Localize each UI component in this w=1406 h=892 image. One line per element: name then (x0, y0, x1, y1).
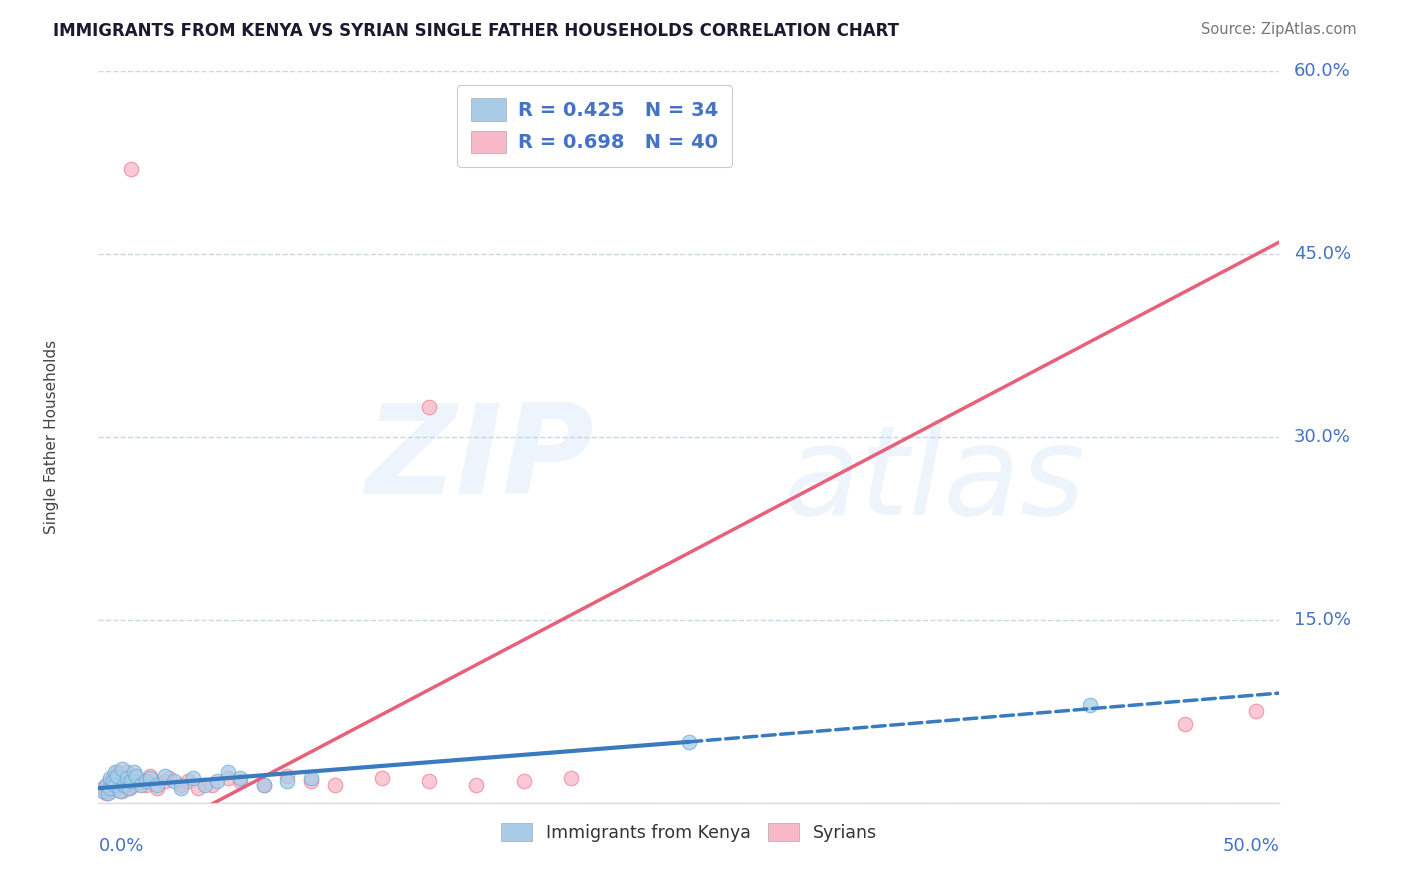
Point (153, 773, 176, 788)
Point (125, 769, 148, 783)
Point (153, 769, 176, 783)
Point (177, 773, 200, 788)
Point (94, 778, 117, 792)
Point (98, 772, 121, 786)
Text: 45.0%: 45.0% (1294, 245, 1351, 263)
Text: 50.0%: 50.0% (1223, 837, 1279, 855)
Point (101, 772, 124, 786)
Text: ZIP: ZIP (366, 399, 595, 519)
Point (135, 773, 157, 788)
Point (512, 773, 534, 788)
Point (170, 778, 193, 792)
Point (217, 772, 239, 786)
Point (163, 773, 186, 788)
Point (157, 772, 180, 786)
Point (111, 762, 134, 776)
Point (170, 781, 193, 796)
Point (108, 778, 131, 792)
Point (229, 772, 252, 786)
Point (125, 772, 148, 786)
Text: Single Father Households: Single Father Households (44, 340, 59, 534)
Point (560, 772, 582, 786)
Point (139, 772, 162, 786)
Point (105, 769, 128, 783)
Point (253, 778, 276, 792)
Point (108, 783, 131, 797)
Point (1174, 716, 1197, 731)
Point (122, 765, 145, 780)
Point (129, 778, 152, 792)
Point (112, 778, 135, 792)
Text: Source: ZipAtlas.com: Source: ZipAtlas.com (1201, 22, 1357, 37)
Point (118, 781, 141, 796)
Point (187, 781, 209, 796)
Point (371, 772, 394, 786)
Point (104, 781, 127, 796)
Point (253, 778, 276, 792)
Point (1080, 698, 1102, 713)
Text: 30.0%: 30.0% (1294, 428, 1351, 446)
Point (276, 769, 298, 783)
Point (217, 765, 239, 780)
Point (299, 773, 322, 788)
Point (121, 773, 143, 788)
Point (465, 778, 488, 792)
Text: IMMIGRANTS FROM KENYA VS SYRIAN SINGLE FATHER HOUSEHOLDS CORRELATION CHART: IMMIGRANTS FROM KENYA VS SYRIAN SINGLE F… (53, 22, 900, 40)
Point (418, 773, 440, 788)
Point (299, 772, 322, 786)
Point (115, 772, 138, 786)
Point (1244, 705, 1267, 719)
Text: 15.0%: 15.0% (1294, 611, 1351, 629)
Point (194, 778, 217, 792)
Point (139, 769, 162, 783)
Point (146, 778, 169, 792)
Point (112, 773, 135, 788)
Point (98, 783, 121, 797)
Point (97, 778, 120, 792)
Point (205, 773, 228, 788)
Point (91, 783, 114, 797)
Point (104, 765, 127, 780)
Point (111, 783, 134, 797)
Point (98, 781, 121, 796)
Text: atlas: atlas (783, 420, 1085, 541)
Legend: Immigrants from Kenya, Syrians: Immigrants from Kenya, Syrians (494, 816, 884, 849)
Point (146, 781, 169, 796)
Point (135, 778, 157, 792)
Point (229, 773, 252, 788)
Point (104, 778, 127, 792)
Point (323, 778, 346, 792)
Point (678, 735, 700, 749)
Point (129, 773, 152, 788)
Point (94, 786, 117, 800)
Point (97, 786, 120, 800)
Point (91, 781, 114, 796)
Point (98, 773, 121, 788)
Point (201, 778, 224, 792)
Point (122, 778, 145, 792)
Point (101, 773, 124, 788)
Point (181, 772, 204, 786)
Point (115, 765, 138, 780)
Text: 0.0%: 0.0% (98, 837, 143, 855)
Point (118, 781, 141, 796)
Point (105, 765, 128, 780)
Point (121, 161, 143, 176)
Point (418, 400, 440, 414)
Point (276, 773, 298, 788)
Text: 60.0%: 60.0% (1294, 62, 1350, 80)
